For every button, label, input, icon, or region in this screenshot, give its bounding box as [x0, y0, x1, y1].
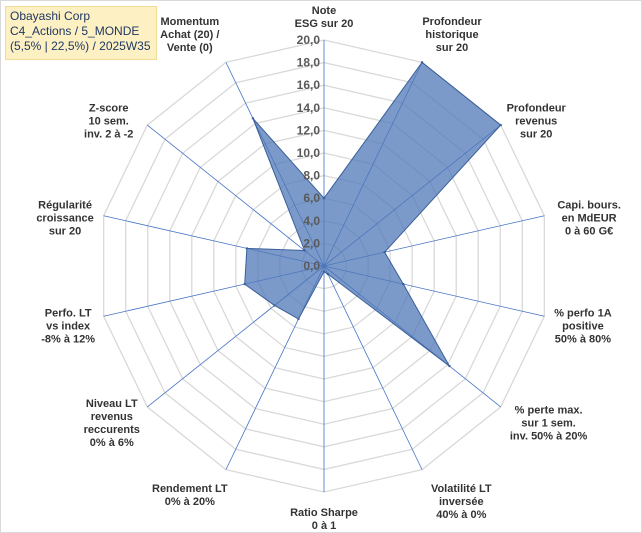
- axis-label-line: sur 1 sem.: [521, 417, 575, 429]
- axis-label: Volatilité LT inversée 40% à 0%: [431, 483, 492, 521]
- axis-label-line: 40% à 0%: [436, 509, 486, 521]
- axis-label-line: 0 à 1: [312, 520, 336, 532]
- tick-label: 2,0: [303, 236, 320, 250]
- axis-label-line: % perfo 1A: [554, 307, 612, 319]
- axis-label-line: sur 20: [436, 42, 468, 54]
- series-point: [448, 364, 451, 368]
- radar-tick-labels: 0,0 2,0 4,0 6,0 8,0 10,0 12,0 14,0 16,0 18,0 20,0: [297, 33, 321, 273]
- axis-label-line: Vente (0): [167, 42, 213, 54]
- axis-label-line: 0 à 60 G€: [565, 226, 613, 238]
- tick-label: 8,0: [303, 169, 320, 183]
- series-point: [383, 250, 386, 254]
- axis-label: Momentum Achat (20) / Vente (0): [160, 16, 219, 54]
- radar-spoke: [323, 265, 423, 470]
- tick-label: 4,0: [303, 214, 320, 228]
- radar-series: [243, 61, 502, 368]
- axis-label-line: 50% à 80%: [555, 333, 611, 345]
- radar-axis-labels: Note ESG sur 20 Profondeur historique sur 20…: [36, 5, 621, 532]
- axis-label-line: historique: [425, 29, 478, 41]
- series-point: [251, 117, 255, 120]
- title-line-period: (5,5% | 22,5%) / 2025W35: [10, 39, 151, 53]
- axis-label: Capi. bours. en MdEUR 0 à 60 G€: [557, 200, 621, 238]
- axis-label: Régularité croissance sur 20: [36, 200, 93, 238]
- axis-label-line: Ratio Sharpe: [290, 507, 358, 519]
- axis-label-line: sur 20: [520, 129, 552, 141]
- axis-label: Perfo. LT vs index -8% à 12%: [41, 307, 95, 345]
- axis-label: Profondeur historique sur 20: [422, 16, 482, 54]
- axis-label-line: Rendement LT: [152, 483, 228, 495]
- axis-label-line: vs index: [46, 320, 91, 332]
- tick-label: 18,0: [297, 56, 321, 70]
- axis-label-line: Capi. bours.: [557, 200, 621, 212]
- axis-label-line: ESG sur 20: [295, 18, 354, 30]
- title-line-company: Obayashi Corp: [10, 9, 91, 23]
- series-point: [322, 270, 326, 273]
- axis-label-line: Note: [312, 5, 336, 17]
- tick-label: 12,0: [297, 123, 321, 137]
- axis-label-line: Perfo. LT: [45, 307, 92, 319]
- axis-label-line: Profondeur: [507, 103, 567, 115]
- tick-label: 6,0: [303, 191, 320, 205]
- series-point: [420, 61, 424, 64]
- axis-label-line: revenus: [91, 411, 133, 423]
- axis-label-line: croissance: [36, 213, 93, 225]
- tick-label: 0,0: [303, 259, 320, 273]
- axis-label: Rendement LT 0% à 20%: [152, 483, 228, 508]
- axis-label-line: -8% à 12%: [41, 333, 95, 345]
- series-point: [303, 249, 306, 252]
- axis-label-line: Régularité: [38, 200, 92, 212]
- title-line-category: C4_Actions / 5_MONDE: [10, 24, 140, 38]
- axis-label: Profondeur revenus sur 20: [507, 103, 567, 141]
- axis-label: % perfo 1A positive 50% à 80%: [554, 307, 612, 345]
- axis-label-line: Momentum: [160, 16, 219, 28]
- axis-label-line: inv. 50% à 20%: [510, 430, 588, 442]
- axis-label: Niveau LT revenus reccurents 0% à 6%: [84, 398, 140, 449]
- axis-label: % perte max. sur 1 sem. inv. 50% à 20%: [510, 404, 588, 442]
- series-point: [322, 197, 326, 200]
- axis-label-line: en MdEUR: [562, 213, 617, 225]
- series-point: [243, 282, 246, 286]
- axis-label-line: % perte max.: [515, 404, 583, 416]
- axis-label-line: Z-score: [89, 103, 129, 115]
- series-point: [499, 123, 502, 127]
- chart-title-box: Obayashi Corp C4_Actions / 5_MONDE (5,5%…: [5, 6, 157, 60]
- series-point: [326, 272, 330, 276]
- axis-label-line: inversée: [439, 496, 484, 508]
- axis-label-line: sur 20: [49, 226, 81, 238]
- axis-label-line: inv. 2 à -2: [84, 129, 133, 141]
- series-point: [245, 247, 249, 250]
- series-point: [402, 282, 405, 286]
- axis-label-line: 0% à 6%: [90, 437, 134, 449]
- series-point: [273, 304, 276, 307]
- axis-label-line: Niveau LT: [86, 398, 138, 410]
- axis-label-line: Profondeur: [422, 16, 482, 28]
- tick-label: 16,0: [297, 78, 321, 92]
- axis-label-line: 0% à 20%: [165, 496, 215, 508]
- axis-label: Ratio Sharpe 0 à 1: [290, 507, 358, 532]
- axis-label-line: positive: [562, 320, 604, 332]
- axis-label-line: Volatilité LT: [431, 483, 492, 495]
- axis-label: Note ESG sur 20: [295, 5, 354, 30]
- tick-label: 14,0: [297, 101, 321, 115]
- axis-label-line: 10 sem.: [89, 116, 129, 128]
- axis-label: Z-score 10 sem. inv. 2 à -2: [84, 103, 133, 141]
- tick-label: 20,0: [297, 33, 321, 47]
- axis-label-line: Achat (20) /: [160, 29, 219, 41]
- radar-spoke: [147, 124, 325, 267]
- axis-label-line: revenus: [515, 116, 557, 128]
- axis-label-line: reccurents: [84, 424, 140, 436]
- series-point: [297, 317, 300, 321]
- tick-label: 10,0: [297, 146, 321, 160]
